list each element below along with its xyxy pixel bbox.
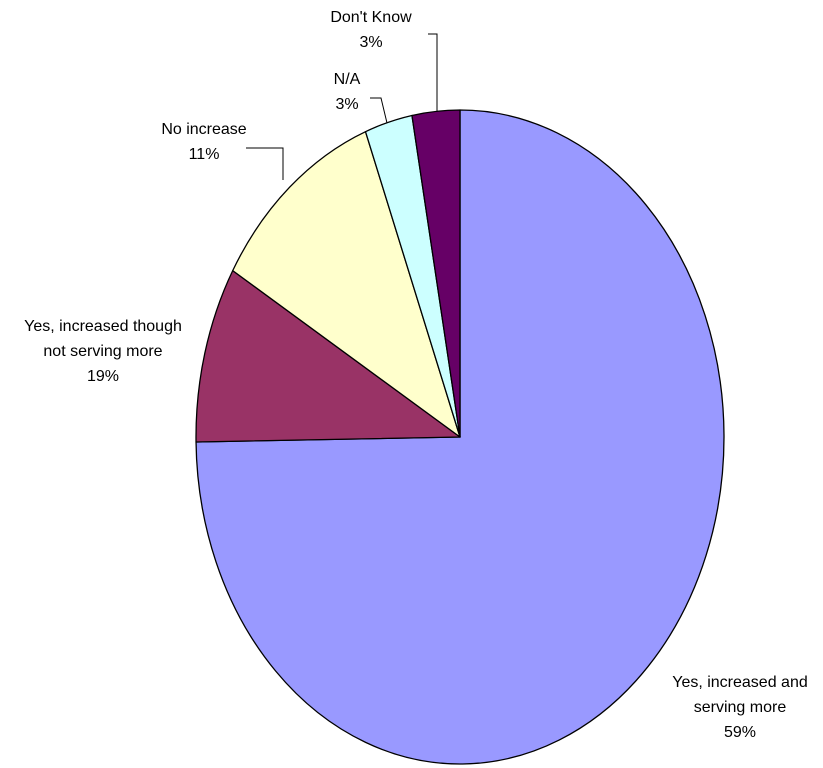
leader-lines [246, 33, 438, 180]
slice-percent-1: 19% [87, 368, 119, 385]
leader-line-2 [246, 147, 284, 180]
pie-slice-2 [232, 131, 461, 438]
slice-percent-3: 3% [335, 96, 358, 113]
slice-percent-2: 11% [189, 146, 220, 163]
slice-label-1: Yes, increased though not serving more 19% [24, 318, 182, 385]
slice-label-4: Don't Know 3% [330, 9, 412, 51]
pie-slices [195, 109, 725, 765]
slice-name-2-line-0: No increase [161, 121, 246, 138]
leader-line-3 [370, 97, 388, 124]
slice-name-0-line-0: Yes, increased and [672, 674, 808, 691]
slice-labels: Yes, increased and serving more 59%Yes, in… [24, 9, 808, 741]
pie-slice-1 [195, 269, 461, 443]
slice-name-1-line-0: Yes, increased though [24, 318, 182, 335]
slice-label-3: N/A 3% [334, 71, 361, 113]
slice-percent-4: 3% [359, 34, 382, 51]
slice-name-1-line-1: not serving more [43, 343, 162, 360]
pie-slice-4 [411, 109, 461, 438]
slice-name-0-line-1: serving more [694, 699, 787, 716]
slice-name-3-line-0: N/A [334, 71, 361, 88]
leader-line-4 [428, 33, 438, 111]
slice-label-0: Yes, increased and serving more 59% [672, 674, 808, 741]
slice-label-2: No increase 11% [161, 121, 246, 163]
slice-name-4-line-0: Don't Know [330, 9, 412, 26]
slice-percent-0: 59% [724, 724, 756, 741]
